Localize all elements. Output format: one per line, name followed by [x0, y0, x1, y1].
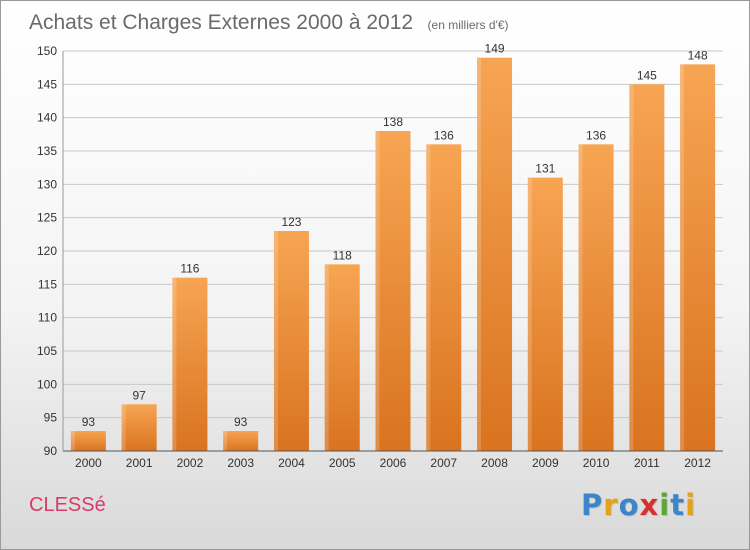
y-tick-label: 100	[37, 377, 57, 391]
bar	[121, 404, 157, 451]
x-tick-label: 2006	[380, 456, 407, 470]
bar-highlight	[223, 431, 228, 451]
x-tick-label: 2008	[481, 456, 508, 470]
chart-subtitle: (en milliers d'€)	[428, 18, 509, 32]
chart-title: Achats et Charges Externes 2000 à 2012 (…	[29, 11, 509, 34]
y-tick-label: 140	[37, 111, 57, 125]
x-tick-label: 2002	[177, 456, 204, 470]
x-tick-label: 2012	[684, 456, 711, 470]
commune-name: CLESSé	[29, 494, 106, 516]
bar-highlight	[273, 231, 278, 451]
y-tick-label: 120	[37, 244, 57, 258]
y-tick-label: 145	[37, 77, 57, 91]
x-tick-label: 2007	[430, 456, 457, 470]
x-tick-label: 2003	[227, 456, 254, 470]
bar-highlight	[375, 131, 380, 451]
logo-letter: i	[685, 488, 697, 522]
y-tick-label: 150	[37, 44, 57, 58]
bar	[70, 431, 106, 451]
y-tick-label: 130	[37, 177, 57, 191]
bar-highlight	[121, 404, 126, 451]
bar-value-label: 138	[383, 115, 403, 129]
bar	[172, 277, 208, 451]
logo-letter: x	[639, 488, 660, 522]
y-tick-label: 110	[38, 311, 57, 325]
logo-letter: t	[670, 488, 686, 522]
bar-value-label: 118	[333, 248, 352, 262]
y-axis-ticks: 90 95 100 105 110 115 120 125 130 135 140 145 150	[37, 44, 57, 458]
bar-highlight	[172, 277, 177, 451]
bar	[578, 144, 614, 452]
y-tick-label: 90	[44, 444, 58, 458]
bar	[223, 431, 259, 451]
bar-value-label: 136	[434, 128, 454, 142]
bar-highlight	[629, 84, 634, 451]
y-tick-label: 105	[37, 344, 57, 358]
x-tick-label: 2005	[329, 456, 356, 470]
bar	[324, 264, 360, 451]
y-tick-label: 125	[37, 211, 57, 225]
bar-highlight	[324, 264, 329, 451]
bar	[426, 144, 462, 452]
bar-highlight	[527, 177, 532, 451]
chart-title-text: Achats et Charges Externes 2000 à 2012	[29, 11, 413, 34]
bar-value-label: 116	[180, 262, 199, 276]
bar	[273, 231, 309, 451]
x-tick-label: 2001	[126, 456, 153, 470]
x-tick-label: 2004	[278, 456, 305, 470]
bar-value-label: 131	[535, 162, 555, 176]
proxiti-logo[interactable]: Proxiti	[581, 488, 696, 522]
bar-value-label: 93	[234, 415, 248, 429]
logo-letter: i	[659, 488, 671, 522]
y-tick-label: 135	[37, 144, 57, 158]
bar-value-label: 145	[637, 68, 657, 82]
bar-value-label: 149	[485, 42, 505, 56]
x-tick-label: 2009	[532, 456, 559, 470]
y-tick-label: 115	[38, 277, 57, 291]
bar-highlight	[70, 431, 75, 451]
bar-highlight	[578, 144, 583, 452]
bar	[375, 131, 411, 451]
bar	[527, 177, 563, 451]
bar-value-label: 136	[586, 128, 606, 142]
y-tick-label: 95	[44, 411, 58, 425]
logo-letter: r	[603, 488, 619, 522]
bar-value-label: 148	[688, 48, 708, 62]
bar-value-label: 97	[132, 388, 146, 402]
bar-value-label: 93	[82, 415, 96, 429]
x-axis-ticks: 2000 2001 2002 2003 2004 2005 2006 2007 2008 2009…	[75, 456, 711, 470]
logo-letter: o	[618, 488, 640, 522]
x-tick-label: 2000	[75, 456, 102, 470]
bar-highlight	[477, 57, 482, 452]
x-tick-label: 2010	[583, 456, 610, 470]
bar	[680, 64, 716, 452]
bar	[477, 57, 513, 452]
bars: 93 97 116 93 123 118 138 136 149 131 136 145 148	[70, 42, 716, 452]
bar-highlight	[426, 144, 431, 452]
logo-letter: P	[581, 488, 604, 522]
bar-highlight	[680, 64, 685, 452]
bar	[629, 84, 665, 451]
x-tick-label: 2011	[634, 456, 660, 470]
bar-value-label: 123	[281, 215, 301, 229]
